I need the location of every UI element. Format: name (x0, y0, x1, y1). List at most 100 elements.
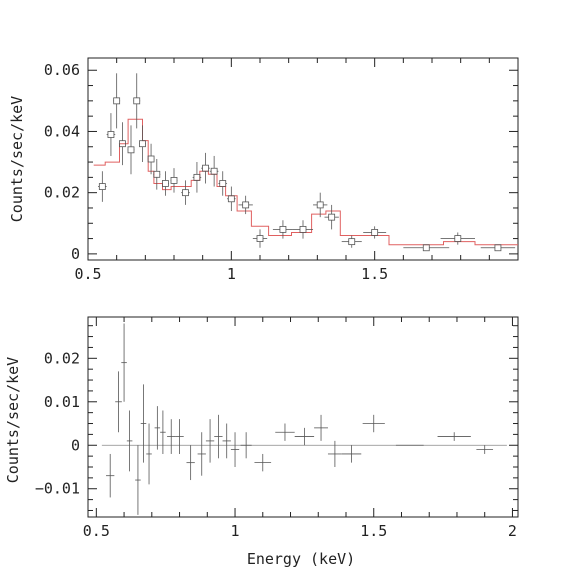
top-tick-labels: 0.5 1 1.5 0 0.02 0.04 0.06 (44, 61, 388, 283)
bottom-residual-points (106, 323, 494, 515)
data-point (272, 220, 293, 239)
top-plot-frame (87, 57, 519, 261)
data-point-marker (127, 146, 135, 154)
bottom-plot-frame (87, 316, 519, 518)
data-point (403, 244, 450, 252)
residual-point (115, 371, 122, 433)
bottom-ticks (88, 317, 518, 517)
residual-point (214, 414, 223, 459)
data-point (153, 159, 161, 190)
residual-point (476, 445, 494, 454)
bottom-y-tick-label: 0.02 (44, 349, 80, 367)
top-y-tick-label: 0 (71, 245, 80, 263)
data-point-marker (98, 183, 106, 190)
data-point-marker (119, 140, 126, 148)
data-point-marker (256, 235, 264, 242)
residual-point (341, 445, 362, 463)
data-point (118, 122, 126, 166)
data-point-marker (182, 189, 189, 197)
data-point (363, 226, 387, 239)
data-point-marker (170, 177, 178, 184)
data-point (324, 204, 339, 230)
residual-point (294, 427, 315, 446)
residual-point (205, 419, 215, 463)
data-point-marker (227, 195, 235, 203)
top-x-tick-label: 0.5 (74, 265, 101, 283)
data-point-marker (422, 244, 430, 252)
residual-point (167, 419, 176, 454)
data-point (181, 180, 190, 205)
top-model-curve (93, 118, 518, 246)
data-point-marker (316, 201, 324, 209)
data-point-marker (202, 164, 209, 172)
residual-point (140, 384, 147, 463)
residual-point (327, 440, 342, 467)
data-point-marker (153, 170, 161, 178)
residual-point (197, 432, 206, 476)
data-point-marker (113, 97, 121, 105)
residual-point (154, 406, 161, 450)
data-point-marker (193, 173, 201, 181)
data-point-marker (139, 140, 146, 148)
data-point (98, 171, 107, 202)
data-point-marker (107, 131, 115, 138)
top-y-axis-label: Counts/sec/keV (8, 96, 26, 222)
residual-point (437, 432, 471, 441)
bottom-x-tick-label: 2 (508, 522, 517, 540)
data-point-marker (371, 229, 379, 236)
bottom-panel: 0.5 1 1.5 2 −0.01 0 0.01 0.02 Counts/sec/keV En… (4, 316, 519, 568)
residual-point (240, 432, 252, 459)
residual-point (275, 423, 295, 441)
data-point-marker (454, 235, 462, 242)
residual-point (222, 423, 231, 459)
data-point (480, 244, 516, 252)
data-point-marker (299, 225, 307, 233)
data-point-marker (161, 180, 169, 187)
data-point-marker (147, 155, 155, 163)
data-point (127, 125, 135, 175)
data-point (133, 73, 141, 129)
residual-point (106, 453, 115, 498)
data-point-marker (219, 180, 227, 187)
residual-point (254, 453, 272, 472)
bottom-y-tick-label: 0.01 (44, 393, 80, 411)
data-point (147, 143, 155, 175)
data-point (252, 229, 268, 248)
bottom-tick-labels: 0.5 1 1.5 2 −0.01 0 0.01 0.02 (35, 349, 517, 540)
bottom-x-tick-label: 1 (231, 522, 240, 540)
data-point (209, 155, 219, 187)
model-step-line (93, 118, 518, 246)
residual-point (146, 423, 152, 485)
residual-point (230, 432, 240, 467)
residual-point (314, 414, 328, 441)
data-point (201, 152, 210, 184)
data-point (192, 162, 202, 193)
top-ticks (87, 58, 519, 260)
data-point (139, 125, 146, 163)
residual-point (362, 414, 385, 433)
top-x-tick-label: 1.5 (361, 265, 388, 283)
bottom-y-tick-label: 0 (71, 436, 80, 454)
residual-point (175, 419, 184, 454)
data-point-marker (328, 213, 336, 221)
top-y-tick-label: 0.02 (44, 184, 80, 202)
data-point-marker (279, 225, 287, 233)
data-point-marker (348, 238, 356, 246)
residual-point (186, 445, 195, 481)
data-point (341, 235, 362, 248)
data-point-marker (242, 201, 250, 209)
residual-point (160, 410, 166, 454)
x-axis-label: Energy (keV) (247, 550, 355, 568)
data-point (440, 232, 475, 245)
top-y-tick-label: 0.06 (44, 61, 80, 79)
data-point (106, 113, 116, 156)
residual-point (126, 410, 133, 472)
data-point-marker (210, 167, 218, 175)
data-point (161, 171, 169, 196)
data-point (238, 195, 253, 215)
data-point-marker (133, 97, 141, 105)
residual-point (121, 323, 127, 402)
data-point (292, 220, 314, 239)
data-point (227, 186, 236, 212)
